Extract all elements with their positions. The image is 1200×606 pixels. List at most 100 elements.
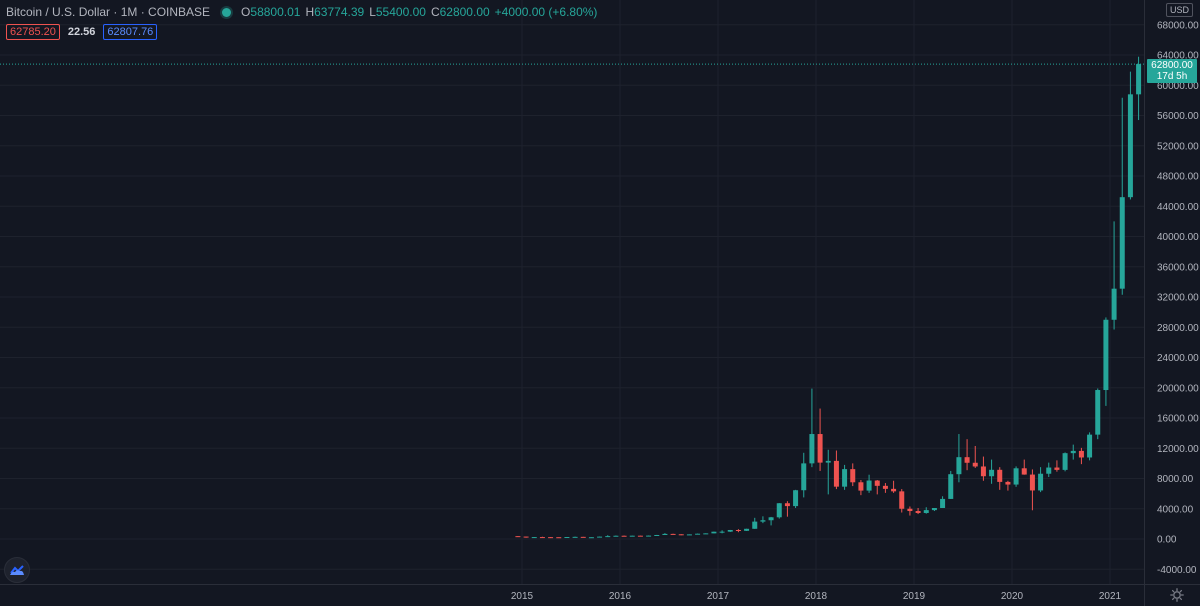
candle-body: [825, 460, 831, 463]
candle-body: [670, 533, 676, 535]
candle-body: [629, 535, 635, 537]
high-value: 63774.39: [314, 5, 365, 19]
candle-body: [548, 537, 554, 539]
candle-body: [564, 537, 570, 539]
y-tick-label: 52000.00: [1157, 141, 1199, 152]
candle-body: [1078, 450, 1084, 458]
candle-body: [850, 469, 856, 483]
spread-value: 22.56: [67, 26, 96, 38]
candle-body: [1054, 467, 1060, 470]
candle-body: [1038, 473, 1044, 491]
candle-body: [801, 463, 807, 491]
candle-body: [980, 466, 986, 477]
buy-price-button[interactable]: 62807.76: [103, 24, 158, 40]
candle-body: [1119, 197, 1125, 289]
candle-body: [735, 530, 741, 532]
open-label: O: [241, 5, 251, 19]
candle-body: [784, 503, 790, 507]
candle-body: [727, 530, 733, 532]
y-tick-label: 36000.00: [1157, 262, 1199, 273]
y-tick-label: 68000.00: [1157, 20, 1199, 31]
symbol-title[interactable]: Bitcoin / U.S. Dollar · 1M · COINBASE: [6, 5, 211, 19]
candle-body: [752, 521, 758, 529]
low-label: L: [369, 5, 376, 19]
legend-header: Bitcoin / U.S. Dollar · 1M · COINBASE O …: [6, 4, 597, 20]
close-label: C: [430, 5, 440, 19]
candle-body: [956, 457, 962, 475]
y-tick-label: 64000.00: [1157, 51, 1199, 62]
sell-price-button[interactable]: 62785.20: [6, 24, 60, 40]
x-tick-label: 2015: [511, 591, 534, 602]
y-tick-label: 4000.00: [1157, 504, 1194, 515]
candle-body: [833, 460, 839, 487]
candle-body: [866, 480, 872, 491]
bar-countdown: 17d 5h: [1156, 71, 1188, 82]
candle-body: [662, 533, 668, 535]
candle-body: [842, 469, 848, 487]
candle-body: [686, 534, 692, 536]
candle-body: [1127, 94, 1133, 198]
y-tick-label: 48000.00: [1157, 172, 1199, 183]
tradingview-logo-icon[interactable]: [4, 557, 30, 583]
candle-body: [711, 531, 717, 534]
candle-body: [719, 531, 725, 533]
candle-body: [695, 533, 701, 535]
candle-body: [1029, 474, 1035, 491]
candle-body: [605, 536, 611, 538]
candle-body: [899, 491, 905, 509]
open-value: 58800.01: [250, 5, 301, 19]
candle-body: [1103, 319, 1109, 391]
candle-body: [621, 535, 627, 537]
candle-body: [964, 457, 970, 463]
gear-icon[interactable]: [1170, 588, 1184, 602]
candle-body: [891, 488, 897, 492]
candle-body: [1087, 434, 1093, 458]
low-value: 55400.00: [375, 5, 426, 19]
candle-body: [588, 537, 594, 539]
change-value: +4000.00 (+6.80%): [494, 5, 598, 19]
candle-body: [1021, 468, 1027, 475]
current-price-value: 62800.00: [1151, 60, 1193, 71]
close-value: 62800.00: [439, 5, 490, 19]
candle-body: [637, 535, 643, 537]
y-tick-label: 16000.00: [1157, 414, 1199, 425]
candle-body: [915, 511, 921, 513]
candle-body: [1005, 481, 1011, 485]
candle-body: [646, 535, 652, 537]
candle-body: [744, 528, 750, 531]
candle-body: [760, 520, 766, 522]
y-tick-label: 24000.00: [1157, 353, 1199, 364]
candle-body: [654, 534, 660, 536]
candle-body: [1070, 450, 1076, 454]
quote-row: 62785.20 22.56 62807.76: [6, 24, 158, 40]
y-tick-label: 44000.00: [1157, 202, 1199, 213]
candle-body: [1013, 468, 1019, 485]
currency-button[interactable]: USD: [1166, 3, 1194, 17]
x-tick-label: 2017: [707, 591, 730, 602]
candle-body: [572, 536, 578, 538]
candle-body: [858, 482, 864, 491]
candle-body: [678, 534, 684, 536]
x-tick-label: 2018: [805, 591, 828, 602]
candle-body: [1062, 453, 1068, 470]
candle-body: [703, 533, 709, 535]
candle-body: [997, 469, 1003, 482]
candle-body: [874, 480, 880, 486]
x-tick-label: 2021: [1099, 591, 1122, 602]
y-tick-label: 20000.00: [1157, 383, 1199, 394]
current-price-label: 62800.00 17d 5h: [1147, 59, 1197, 83]
y-tick-label: 40000.00: [1157, 232, 1199, 243]
candle-body: [523, 536, 529, 538]
candle-body: [531, 537, 537, 539]
x-tick-label: 2016: [609, 591, 632, 602]
candle-body: [597, 536, 603, 538]
candle-body: [923, 510, 929, 513]
y-tick-label: 28000.00: [1157, 323, 1199, 334]
candle-body: [515, 536, 521, 538]
x-tick-label: 2019: [903, 591, 926, 602]
x-tick-label: 2020: [1001, 591, 1024, 602]
candle-body: [882, 485, 888, 489]
y-tick-label: 8000.00: [1157, 474, 1194, 485]
